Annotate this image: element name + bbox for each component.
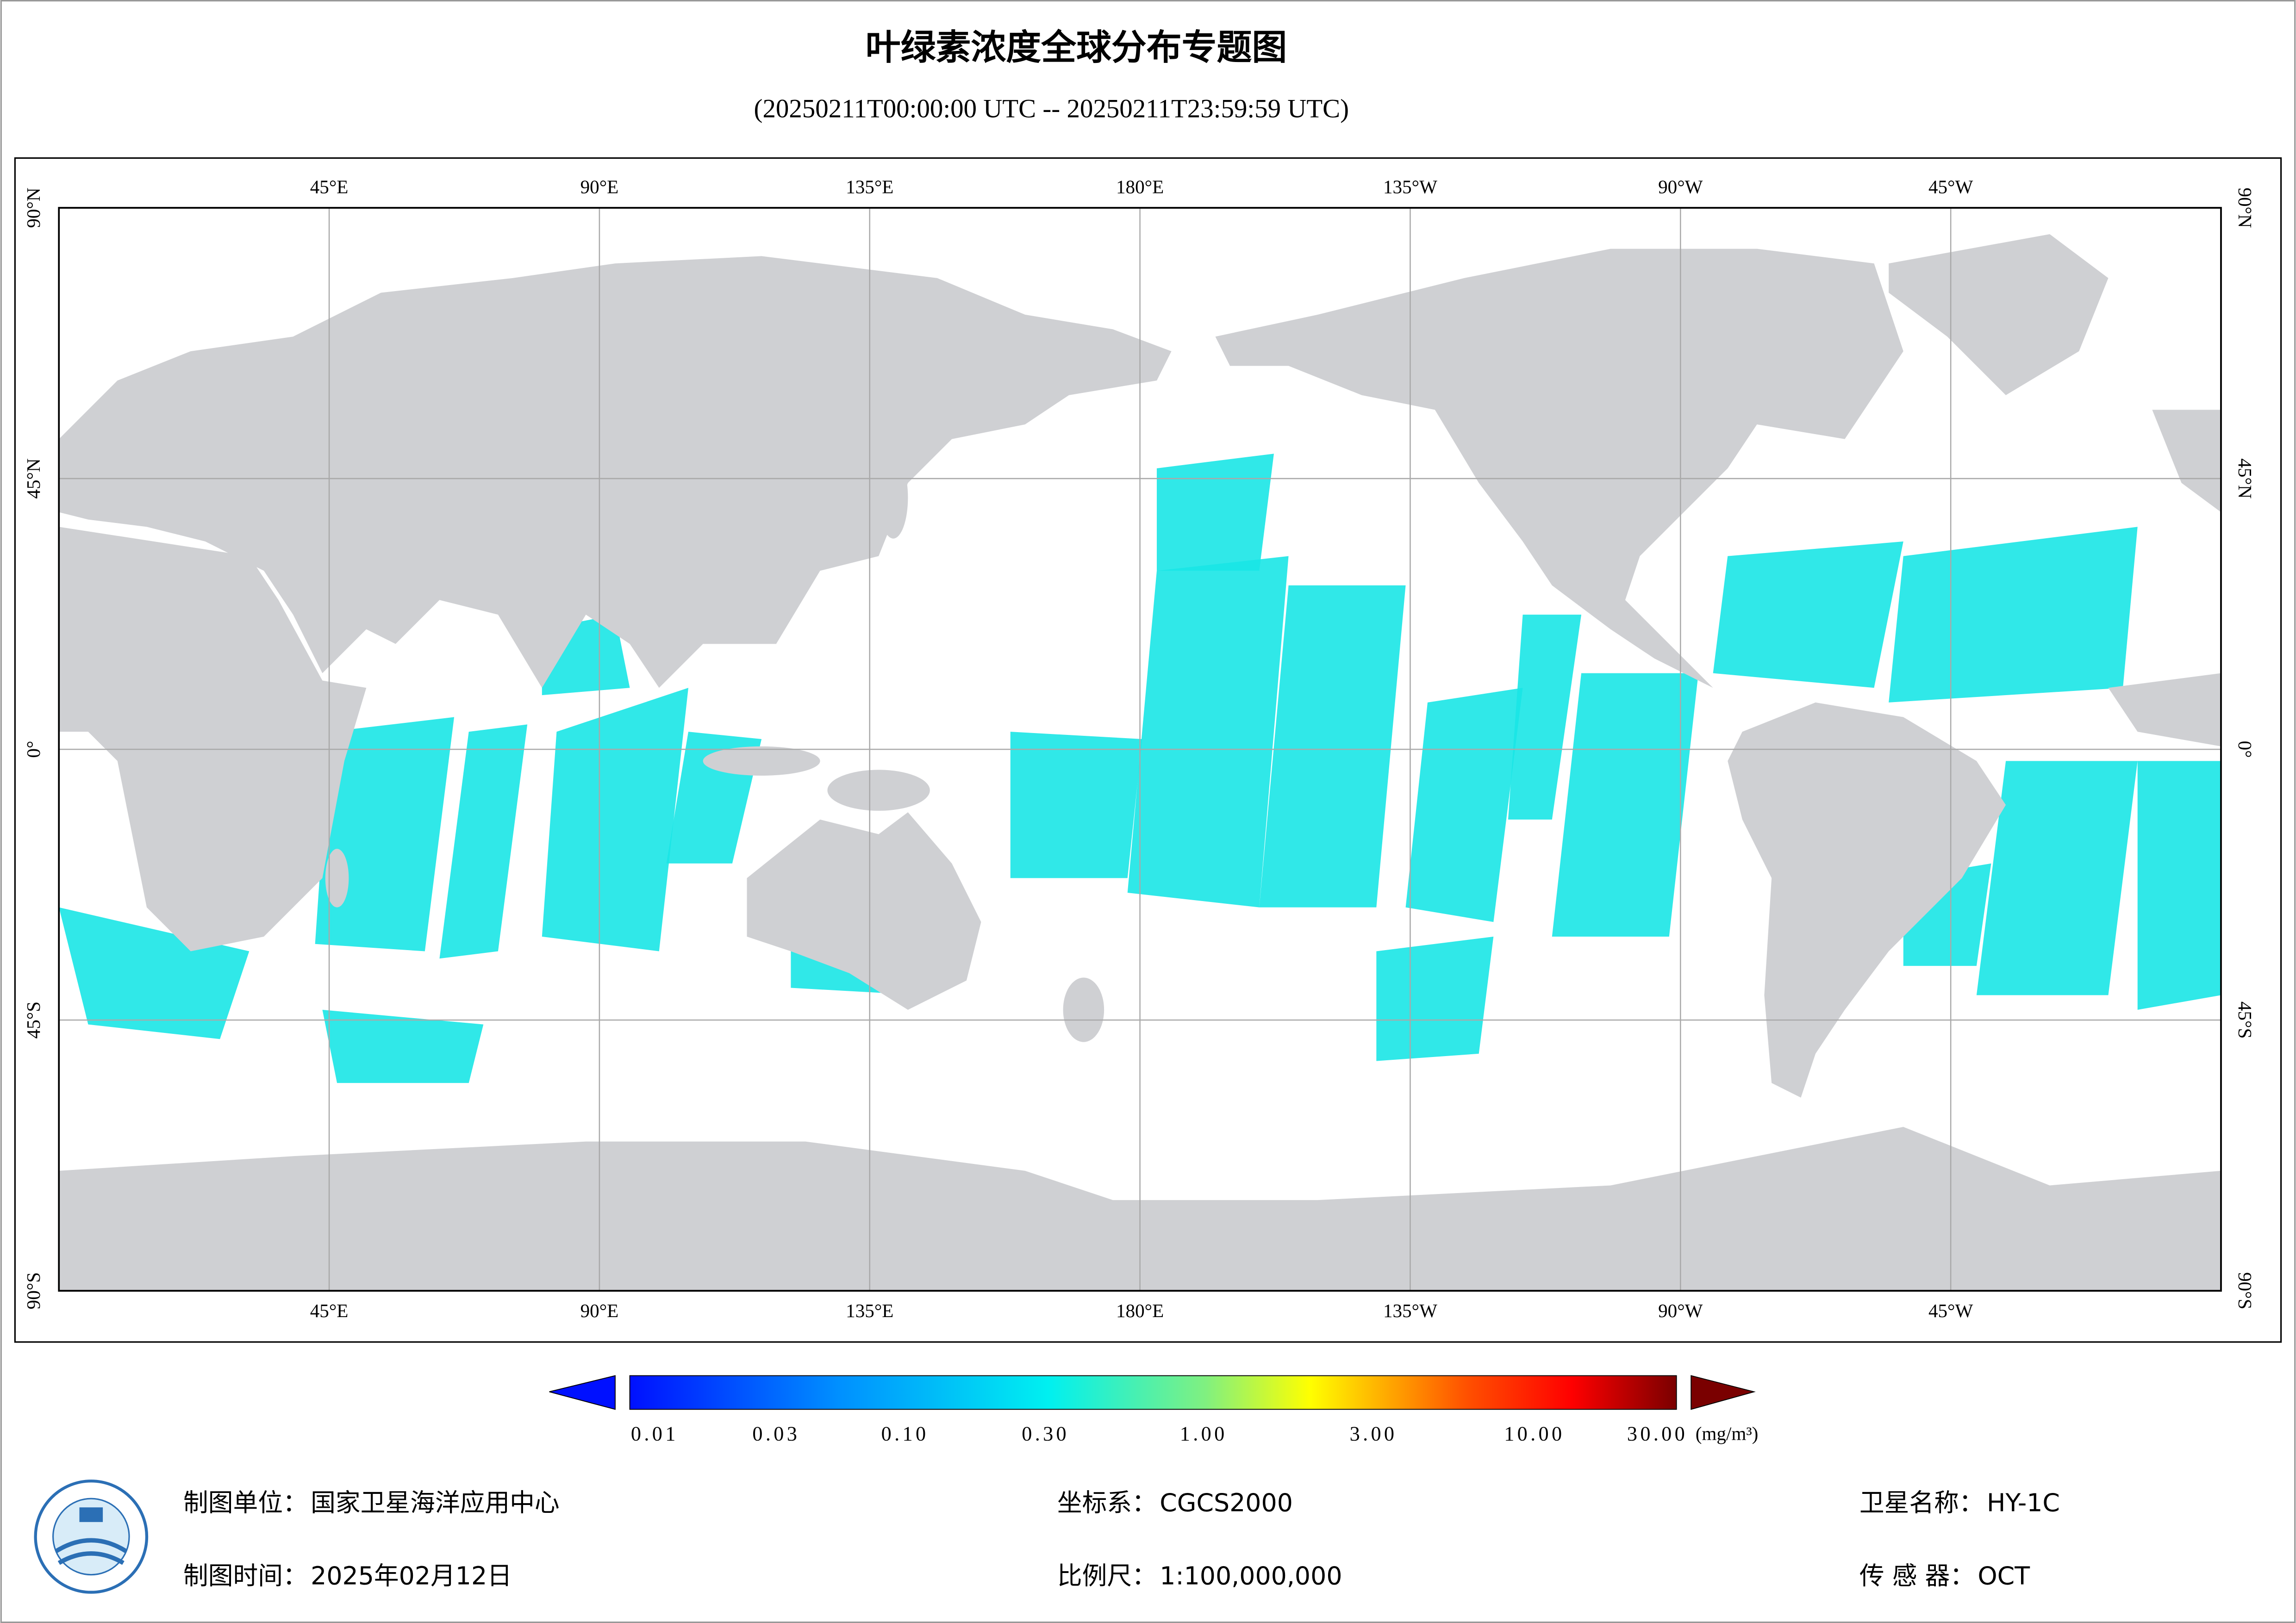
lon-label-bottom: 135°E — [846, 1300, 893, 1321]
lon-label-top: 90°E — [580, 176, 619, 197]
footer-value: HY-1C — [1987, 1488, 2060, 1517]
map-border — [58, 207, 2222, 1292]
lon-label-bottom: 45°E — [310, 1300, 349, 1321]
footer-label: 制图单位： — [183, 1488, 308, 1517]
lon-label-bottom: 90°W — [1658, 1300, 1703, 1321]
colorbar-tick-label: 3.00 — [1350, 1422, 1398, 1445]
lat-label-left: 90°N — [23, 187, 44, 228]
lat-label-right: 90°S — [2234, 1272, 2256, 1309]
lon-label-top: 180°E — [1116, 176, 1164, 197]
footer-label: 制图时间： — [183, 1561, 308, 1591]
lat-label-left: 45°N — [23, 458, 44, 498]
lon-label-bottom: 90°E — [580, 1300, 619, 1321]
lat-label-left: 45°S — [23, 1001, 44, 1038]
logo — [34, 1480, 149, 1594]
lat-label-left: 0° — [23, 741, 44, 758]
colorbar-low-arrow — [549, 1375, 616, 1410]
lon-label-bottom: 135°W — [1383, 1300, 1437, 1321]
colorbar-tick-label: 0.10 — [881, 1422, 929, 1445]
lon-label-bottom: 45°W — [1928, 1300, 1973, 1321]
chlorophyll-swaths — [59, 454, 2221, 1083]
footer-label: 比例尺： — [1057, 1561, 1157, 1591]
lat-label-right: 45°S — [2234, 1001, 2256, 1038]
subtitle: (20250211T00:00:00 UTC -- 20250211T23:59… — [754, 94, 1349, 123]
lon-label-top: 135°E — [846, 176, 893, 197]
footer-value: 1:100,000,000 — [1160, 1561, 1342, 1591]
footer-label: 传 感 器： — [1859, 1561, 1975, 1591]
colorbar-tick-label: 30.00 — [1627, 1422, 1688, 1445]
colorbar-tick-label: 0.03 — [752, 1422, 800, 1445]
lon-label-top: 45°W — [1928, 176, 1973, 197]
colorbar-tick-label: 0.30 — [1022, 1422, 1069, 1445]
colorbar-tick-label: 0.01 — [631, 1422, 679, 1445]
footer-value: CGCS2000 — [1160, 1488, 1293, 1517]
colorbar-tick-label: 10.00 — [1504, 1422, 1565, 1445]
footer-value: 2025年02月12日 — [311, 1561, 512, 1591]
footer-value: 国家卫星海洋应用中心 — [311, 1488, 560, 1517]
lat-label-right: 0° — [2234, 741, 2256, 758]
lon-label-top: 90°W — [1658, 176, 1703, 197]
colorbar-ticks: 0.01 0.03 0.10 0.30 1.00 3.00 10.00 30.00 — [631, 1422, 1688, 1445]
graticule: 45°E 45°E 90°E 90°E 135°E 135°E 180°E 180°E 135°… — [23, 176, 2256, 1321]
colorbar — [629, 1375, 1677, 1410]
lat-label-right: 45°N — [2234, 458, 2256, 498]
lon-label-top: 135°W — [1383, 176, 1437, 197]
lat-label-left: 90°S — [23, 1272, 44, 1309]
footer-label: 卫星名称： — [1859, 1488, 1984, 1517]
lon-label-top: 45°E — [310, 176, 349, 197]
lat-label-right: 90°N — [2234, 187, 2256, 228]
lon-label-bottom: 180°E — [1116, 1300, 1164, 1321]
colorbar-unit: (mg/m³) — [1696, 1423, 1759, 1445]
footer-value: OCT — [1978, 1561, 2030, 1591]
colorbar-tick-label: 1.00 — [1180, 1422, 1228, 1445]
colorbar-high-arrow — [1691, 1375, 1756, 1410]
footer-label: 坐标系： — [1057, 1488, 1157, 1517]
title: 叶绿素浓度全球分布专题图 — [866, 27, 1287, 68]
